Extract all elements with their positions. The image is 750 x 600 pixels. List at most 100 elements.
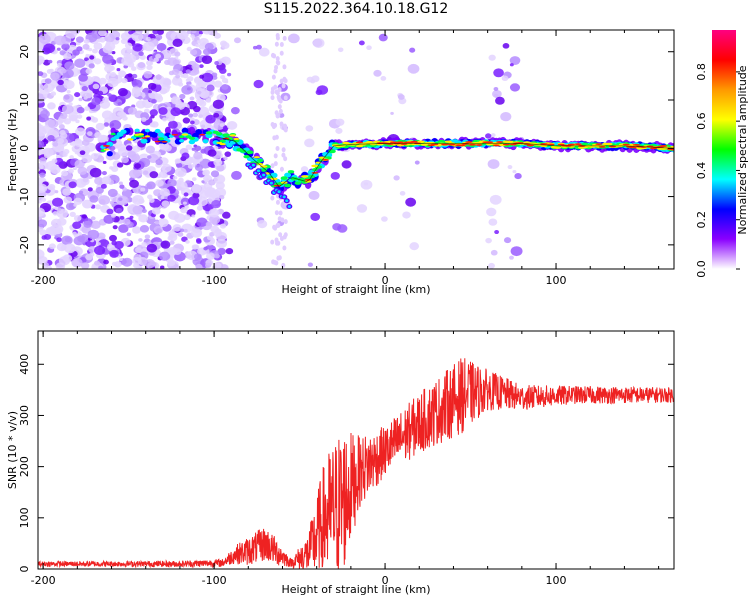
spectrogram-noise-blob <box>109 120 122 130</box>
spectrogram-noise-blob <box>98 199 106 205</box>
spectrogram-streak-blob <box>277 104 282 110</box>
spectrogram-noise-blob <box>205 114 216 124</box>
spectrogram-ridge-mark <box>140 137 148 139</box>
spectrogram-ridge-mark <box>144 135 151 138</box>
spectrogram-noise-blob <box>100 183 107 189</box>
spectrogram-ridge-mark <box>199 133 205 136</box>
spectrogram-noise-blob <box>102 160 107 164</box>
spectrogram-noise-blob <box>495 96 505 105</box>
spectrogram-noise-blob <box>102 96 110 103</box>
spectrogram-noise-blob <box>153 225 164 234</box>
spectrogram-noise-blob <box>159 187 170 197</box>
spectrogram-noise-blob <box>107 188 118 198</box>
spectrogram-noise-blob <box>62 254 73 263</box>
spectrogram-branch-mark <box>262 173 266 177</box>
spectrogram-noise-blob <box>38 140 45 148</box>
spectrogram-noise-blob <box>57 217 67 226</box>
spectrogram-noise-blob <box>215 238 228 249</box>
spectrogram-noise-blob <box>85 68 93 74</box>
spectrogram-center-trace <box>214 135 673 188</box>
spectrogram-noise-blob <box>204 42 214 51</box>
spectrogram-noise-blob <box>151 98 157 104</box>
spectrogram-noise-blob <box>68 181 77 189</box>
spectrogram-noise-blob <box>109 234 117 242</box>
spectrogram-noise-blob <box>82 43 90 50</box>
spectrogram-noise-blob <box>197 90 202 95</box>
spectrogram-noise-blob <box>83 96 88 100</box>
spectrogram-noise-blob <box>221 42 230 50</box>
spectrogram-ridge-mark <box>670 148 674 151</box>
spectrogram-y-tick-label: 10 <box>18 93 31 107</box>
spectrogram-noise-blob <box>109 200 114 205</box>
spectrogram-noise-blob <box>141 242 147 247</box>
colorbar-tick-label: 0.8 <box>695 63 708 81</box>
spectrogram-noise-blob <box>198 100 207 107</box>
spectrogram-noise-blob <box>407 63 420 74</box>
spectrogram-noise-blob <box>78 73 88 82</box>
spectrogram-streak-blob <box>274 41 279 47</box>
spectrogram-ridge-mark <box>554 146 562 149</box>
spectrogram-noise-blob <box>307 262 313 267</box>
spectrogram-ridge-mark <box>154 128 161 134</box>
spectrogram-noise-blob <box>211 72 218 78</box>
spectrogram-ridge-mark <box>103 148 110 151</box>
spectrogram-noise-blob <box>94 204 102 210</box>
spectrogram-noise-blob <box>57 118 64 124</box>
spectrogram-noise-blob <box>203 246 208 251</box>
spectrogram-ridge-mark <box>110 132 116 136</box>
spectrogram-noise-blob <box>195 43 200 48</box>
spectrogram-noise-blob <box>131 79 143 89</box>
spectrogram-noise-blob <box>120 47 131 56</box>
spectrogram-ridge-mark <box>441 143 449 146</box>
spectrogram-x-tick-label: 0 <box>382 274 389 287</box>
spectrogram-streak-blob <box>273 153 278 159</box>
spectrogram-noise-blob <box>335 127 343 134</box>
spectrogram-noise-blob <box>149 122 156 128</box>
spectrogram-noise-blob <box>153 189 162 197</box>
spectrogram-noise-blob <box>490 249 498 256</box>
snr-y-tick-label: 400 <box>18 354 31 375</box>
spectrogram-noise-blob <box>224 151 232 157</box>
spectrogram-noise-blob <box>47 102 56 110</box>
spectrogram-noise-blob <box>172 38 183 48</box>
spectrogram-noise-blob <box>38 122 42 129</box>
spectrogram-noise-blob <box>488 54 496 61</box>
spectrogram-noise-blob <box>43 94 48 98</box>
spectrogram-noise-blob <box>174 213 186 223</box>
spectrogram-noise-blob <box>132 43 143 52</box>
spectrogram-noise-blob <box>378 33 388 42</box>
spectrogram-noise-blob <box>72 231 77 236</box>
spectrogram-noise-blob <box>146 181 156 190</box>
spectrogram-noise-blob <box>177 232 184 237</box>
spectrogram-branch-mark <box>282 195 286 199</box>
spectrogram-ridge-mark <box>164 126 172 135</box>
spectrogram-ridge-mark <box>102 144 111 147</box>
spectrogram-noise-blob <box>131 31 144 42</box>
spectrogram-noise-blob <box>187 163 194 169</box>
spectrogram-noise-blob <box>135 30 144 34</box>
spectrogram-streak-blob <box>278 232 283 238</box>
spectrogram-noise-blob <box>75 127 86 136</box>
spectrogram-noise-blob <box>67 168 74 174</box>
snr-frame <box>37 330 675 570</box>
spectrogram-noise-blob <box>119 257 123 261</box>
spectrogram-noise-blob <box>514 173 522 180</box>
spectrogram-noise-blob <box>99 139 104 143</box>
spectrogram-noise-blob <box>171 68 180 76</box>
spectrogram-noise-blob <box>304 138 315 148</box>
spectrogram-noise-blob <box>119 111 127 119</box>
spectrogram-ridge-mark <box>389 141 398 144</box>
spectrogram-noise-blob <box>62 148 70 155</box>
spectrogram-ridge-mark <box>127 138 134 141</box>
spectrogram-noise-blob <box>213 229 223 237</box>
spectrogram-noise-blob <box>81 199 93 209</box>
spectrogram-noise-blob <box>230 107 240 115</box>
spectrogram-noise-blob <box>315 89 323 96</box>
spectrogram-noise-blob <box>167 178 177 187</box>
spectrogram-ridge-mark <box>629 146 637 149</box>
spectrogram-noise-blob <box>118 224 129 233</box>
spectrogram-ridge-mark <box>246 150 254 155</box>
spectrogram-noise-blob <box>103 122 110 127</box>
spectrogram-noise-blob <box>172 175 178 180</box>
